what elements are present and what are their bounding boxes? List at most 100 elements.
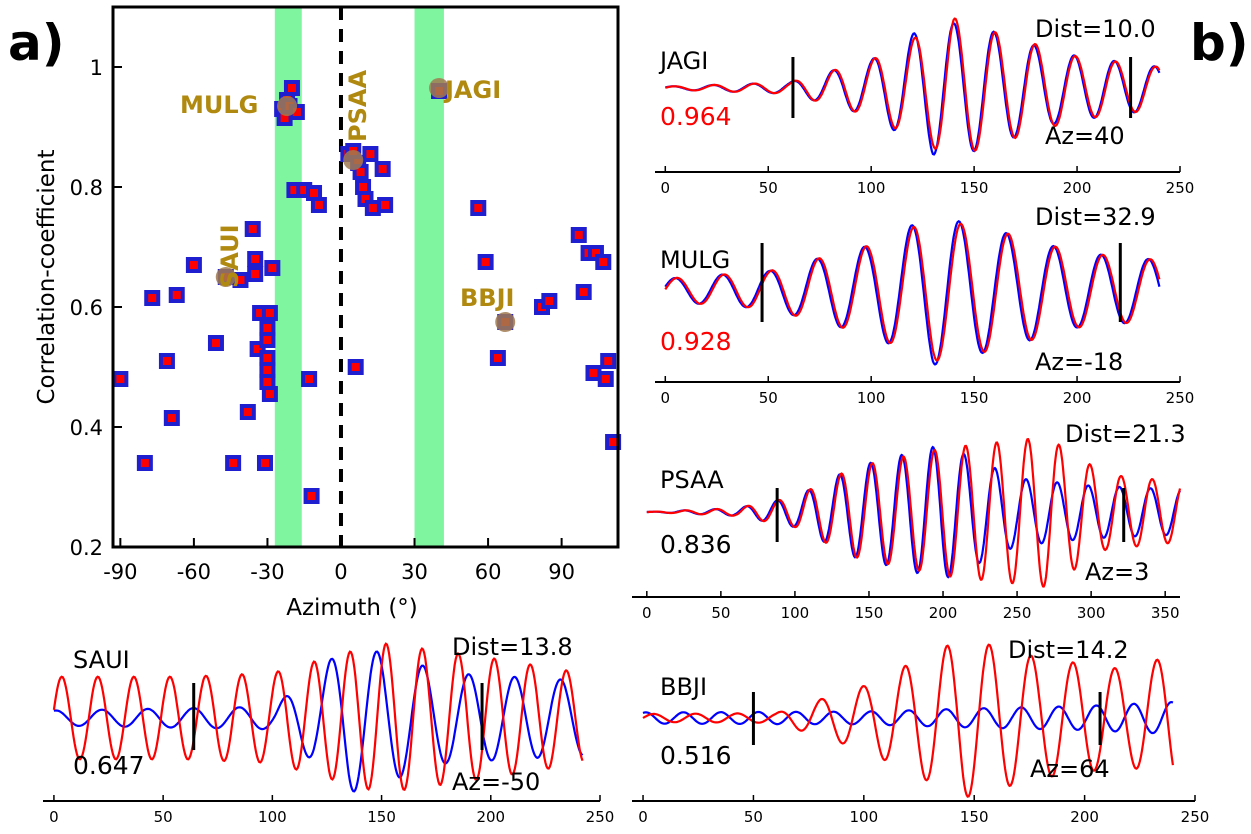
trace-panel-bbji: 0 50 100 150 200 250 BBJI 0.516 Dist=14.2 Az=64 (632, 636, 1209, 826)
x-tick-label-psaa-3: 150 (855, 604, 884, 622)
highlight-point-saui (215, 267, 236, 287)
correlation-value-bbji: 0.516 (660, 741, 732, 770)
x-tick-label-psaa-2: 100 (781, 604, 810, 622)
data-point-core-20 (263, 354, 272, 362)
x-tick-label-mulg-0: 0 (661, 389, 671, 407)
scatter-frame (111, 5, 620, 549)
data-point-core-46 (368, 204, 377, 212)
station-name-mulg: MULG (660, 246, 730, 274)
data-point-core-3 (162, 357, 171, 365)
panel-label-b: b) (1190, 14, 1249, 72)
y-axis-label: Correlation-coefficient (34, 149, 60, 404)
y-tick-label-4: 1 (90, 56, 103, 80)
data-point-core-23 (265, 309, 274, 317)
y-tick-label-1: 0.4 (70, 416, 103, 440)
data-point-core-59 (589, 369, 598, 377)
azimuth-label-bbji: Az=64 (1030, 755, 1110, 783)
data-point-core-50 (474, 204, 483, 212)
waveform-red-psaa (646, 438, 1182, 588)
data-point-core-2 (148, 294, 157, 302)
data-point-core-64 (609, 438, 618, 446)
distance-label-bbji: Dist=14.2 (1008, 636, 1129, 664)
correlation-value-mulg: 0.928 (660, 327, 732, 356)
data-point-core-7 (211, 339, 220, 347)
x-tick-label-4: 30 (401, 560, 428, 584)
data-point-core-48 (381, 201, 390, 209)
x-tick-label-bbji-1: 50 (744, 808, 763, 826)
correlation-value-jagi: 0.964 (660, 102, 732, 131)
data-point-core-30 (287, 84, 296, 92)
data-point-core-17 (260, 459, 269, 467)
x-tick-label-psaa-0: 0 (642, 604, 652, 622)
x-tick-label-0: -90 (103, 560, 137, 584)
data-point-core-56 (574, 231, 583, 239)
x-tick-label-bbji-2: 100 (850, 808, 879, 826)
azimuth-label-mulg: Az=-18 (1035, 348, 1123, 376)
x-tick-label-bbji-0: 0 (638, 808, 648, 826)
data-point-core-63 (604, 357, 613, 365)
x-tick-label-mulg-5: 250 (1166, 389, 1195, 407)
data-point-core-4 (167, 414, 176, 422)
station-label-psaa: PSAA (344, 70, 372, 142)
azimuth-label-saui: Az=-50 (452, 768, 540, 796)
highlight-point-bbji (495, 312, 516, 332)
data-point-core-11 (243, 408, 252, 416)
station-label-bbji: BBJI (460, 284, 514, 312)
station-name-psaa: PSAA (660, 466, 724, 494)
trace-panel-jagi: 0 50 100 150 200 250 JAGI 0.964 Dist=10.0 Az=40 (655, 15, 1194, 197)
station-label-saui: SAUI (216, 224, 244, 288)
data-point-core-12 (248, 225, 257, 233)
waveform-blue-mulg (664, 220, 1161, 366)
x-tick-label-bbji-4: 200 (1070, 808, 1099, 826)
distance-label-jagi: Dist=10.0 (1035, 15, 1156, 43)
waveform-red-bbji (642, 643, 1174, 798)
station-name-bbji: BBJI (660, 673, 707, 701)
correlation-value-psaa: 0.836 (660, 530, 732, 559)
data-point-core-32 (292, 108, 301, 116)
data-point-core-27 (280, 114, 289, 122)
x-tick-label-jagi-3: 150 (960, 179, 989, 197)
trace-panel-psaa: 0 50 100 150 200 250 300 350 PSAA 0.836 Dist=21.3 A… (632, 420, 1186, 622)
waveform-red-jagi (665, 17, 1161, 152)
data-point-core-44 (361, 195, 370, 203)
data-point-core-55 (545, 297, 554, 305)
panel-label-a: a) (8, 14, 65, 72)
trace-panel-saui: 0 50 100 150 200 250 SAUI 0.647 Dist=13.8 Az=-50 (43, 633, 614, 826)
data-point-core-0 (116, 375, 125, 383)
data-point-core-37 (314, 201, 323, 209)
x-tick-label-psaa-5: 250 (1003, 604, 1032, 622)
x-tick-label-saui-1: 50 (154, 808, 173, 826)
scatter-panel: MULG PSAA JAGI SAUI BBJI -90 -60 -30 0 30 60 90 0.2 0… (34, 5, 622, 621)
x-tick-label-5: 60 (475, 560, 502, 584)
data-point-core-61 (599, 258, 608, 266)
x-tick-label-psaa-4: 200 (929, 604, 958, 622)
x-tick-label-psaa-6: 300 (1077, 604, 1106, 622)
data-point-core-31 (290, 186, 299, 194)
waveform-blue-bbji (642, 700, 1174, 735)
y-tick-label-0: 0.2 (70, 536, 103, 560)
data-point-core-22 (263, 378, 272, 386)
data-point-core-21 (263, 366, 272, 374)
data-point-core-34 (305, 375, 314, 383)
x-tick-label-1: -60 (177, 560, 211, 584)
highlight-point-jagi (429, 78, 450, 98)
data-point-core-14 (251, 270, 260, 278)
azimuth-label-psaa: Az=3 (1085, 558, 1149, 586)
x-tick-label-psaa-7: 350 (1151, 604, 1180, 622)
x-tick-label-jagi-4: 200 (1063, 179, 1092, 197)
data-point-core-24 (265, 390, 274, 398)
data-point-core-47 (378, 165, 387, 173)
data-point-core-40 (351, 363, 360, 371)
data-point-core-36 (310, 189, 319, 197)
data-point-core-51 (481, 258, 490, 266)
x-tick-label-saui-2: 100 (258, 808, 287, 826)
data-point-core-60 (591, 249, 600, 257)
correlation-value-saui: 0.647 (73, 751, 145, 780)
data-point-core-43 (359, 183, 368, 191)
x-tick-label-jagi-5: 250 (1166, 179, 1195, 197)
data-point-core-5 (172, 291, 181, 299)
distance-label-mulg: Dist=32.9 (1035, 203, 1156, 231)
data-point-core-52 (493, 354, 502, 362)
data-point-core-1 (140, 459, 149, 467)
x-tick-label-bbji-3: 150 (960, 808, 989, 826)
